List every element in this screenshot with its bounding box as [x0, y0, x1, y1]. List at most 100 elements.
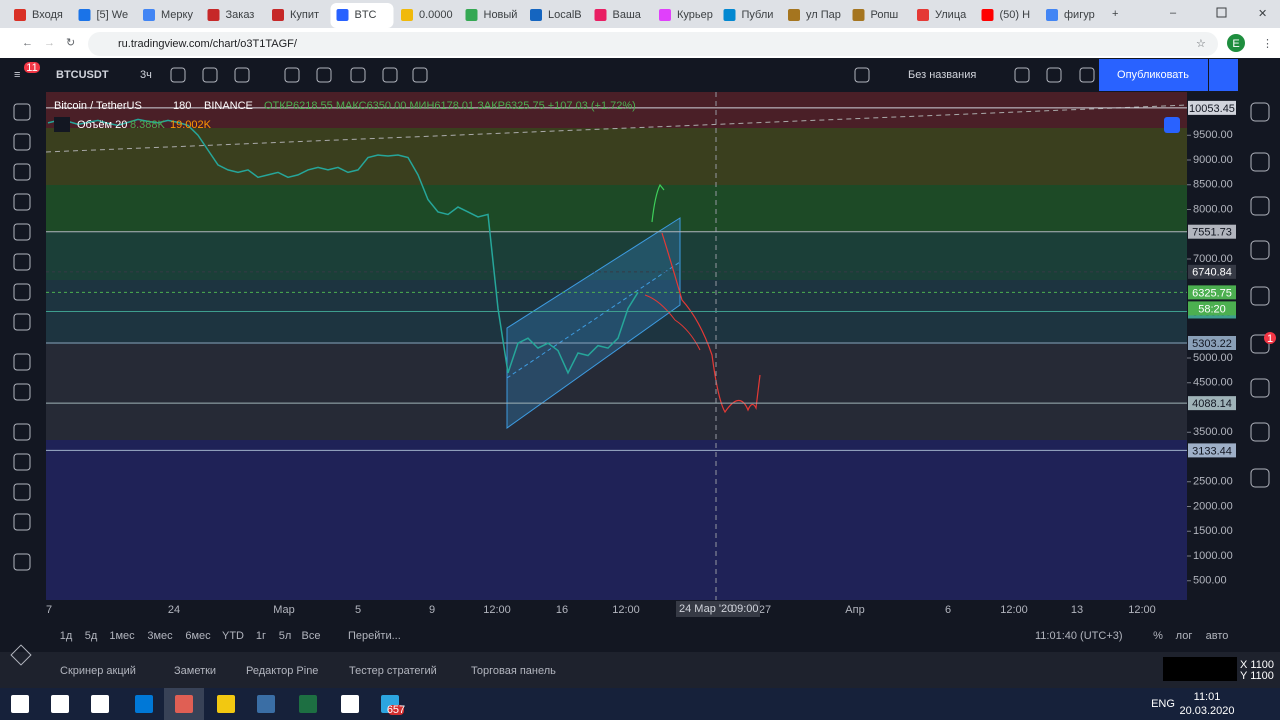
tab-title: Улица — [935, 9, 967, 21]
reload[interactable]: ↻ — [66, 37, 75, 49]
star[interactable]: ☆ — [1196, 38, 1206, 50]
tool-icon[interactable] — [202, 67, 218, 83]
menu-icon[interactable]: ≡ — [14, 69, 20, 81]
menu[interactable]: ⋮ — [1262, 38, 1273, 50]
maximize[interactable] — [1216, 7, 1227, 18]
goto[interactable]: Перейти... — [348, 630, 401, 642]
drawing-tool[interactable] — [13, 193, 31, 211]
drawing-tool[interactable] — [13, 313, 31, 331]
tool-icon[interactable] — [854, 67, 870, 83]
drawing-tool[interactable] — [13, 483, 31, 501]
minimize[interactable]: – — [1170, 7, 1177, 19]
panel-tab[interactable]: Заметки — [174, 665, 216, 677]
side-tool[interactable] — [1250, 378, 1270, 398]
layers-tool[interactable] — [10, 644, 32, 666]
volume-a: 8.388K — [130, 119, 166, 131]
auto[interactable]: авто — [1206, 630, 1229, 642]
side-tool[interactable] — [1250, 152, 1270, 172]
tool-icon[interactable] — [316, 67, 332, 83]
y-tick-label: 9000.00 — [1193, 154, 1233, 166]
interval[interactable]: 3ч — [140, 69, 152, 81]
tool-icon[interactable] — [170, 67, 186, 83]
side-tool[interactable] — [1250, 422, 1270, 442]
x-tick-label: 5 — [355, 604, 361, 616]
drawing-tool[interactable] — [13, 353, 31, 371]
side-tool[interactable] — [1250, 240, 1270, 260]
price-label-bg — [1188, 285, 1236, 300]
drawing-tool[interactable] — [13, 513, 31, 531]
taskbar-app[interactable] — [257, 695, 275, 713]
new-tab[interactable]: + — [1112, 8, 1118, 20]
range-button[interactable]: 1г — [256, 630, 266, 642]
side-tool[interactable] — [1250, 468, 1270, 488]
taskbar-app[interactable] — [175, 695, 193, 713]
tool-icon[interactable] — [382, 67, 398, 83]
range-button[interactable]: 5л — [279, 630, 292, 642]
taskbar-app[interactable] — [51, 695, 69, 713]
range-button[interactable]: 1д — [60, 630, 73, 642]
range-button[interactable]: 3мес — [147, 630, 173, 642]
drawing-tool[interactable] — [13, 553, 31, 571]
tool-icon[interactable] — [350, 67, 366, 83]
drawing-tool[interactable] — [13, 133, 31, 151]
tool-icon[interactable] — [1046, 67, 1062, 83]
profile-avatar[interactable] — [1227, 34, 1245, 52]
tool-icon[interactable] — [1014, 67, 1030, 83]
publish-button[interactable] — [1099, 59, 1208, 91]
forward[interactable]: → — [44, 37, 55, 49]
drawing-tool[interactable] — [13, 423, 31, 441]
range-button[interactable]: 5д — [85, 630, 98, 642]
side-tool[interactable] — [1250, 196, 1270, 216]
drawing-tool[interactable] — [13, 163, 31, 181]
range-button[interactable]: Все — [302, 630, 321, 642]
tab-title: Ваша — [613, 9, 642, 21]
side-tool[interactable] — [1250, 334, 1270, 354]
panel-tab[interactable]: Торговая панель — [471, 665, 556, 677]
tool-icon[interactable] — [284, 67, 300, 83]
panel-tab[interactable]: Тестер стратегий — [349, 665, 437, 677]
price-label-bg — [1188, 335, 1236, 350]
sync-button[interactable] — [1164, 117, 1180, 133]
symbol[interactable]: BTCUSDT — [56, 69, 109, 81]
taskbar-app[interactable] — [341, 695, 359, 713]
taskbar-app[interactable] — [217, 695, 235, 713]
tab-icon — [852, 9, 865, 21]
x-tick-label: 24 — [168, 604, 180, 616]
drawing-tool[interactable] — [13, 223, 31, 241]
side-tool[interactable] — [1250, 102, 1270, 122]
drawing-tool[interactable] — [13, 103, 31, 121]
tool-icon[interactable] — [234, 67, 250, 83]
tool-icon[interactable] — [1079, 67, 1095, 83]
price-label: 7551.73 — [1192, 227, 1232, 239]
price-label: 6740.84 — [1192, 267, 1232, 279]
drawing-tool[interactable] — [13, 453, 31, 471]
collapse[interactable] — [54, 117, 70, 132]
panel-tab[interactable]: Скринер акций — [60, 665, 136, 677]
x-tick-label: 12:00 — [1128, 604, 1156, 616]
x-tick-label: 12:00 — [1000, 604, 1028, 616]
taskbar-app[interactable] — [11, 695, 29, 713]
y-tick-label: 5000.00 — [1193, 352, 1233, 364]
x-tick-label: 13 — [1071, 604, 1083, 616]
percent[interactable]: % — [1153, 630, 1163, 642]
log[interactable]: лог — [1176, 630, 1193, 642]
panel-tab[interactable]: Редактор Pine — [246, 665, 318, 677]
range-button[interactable]: 6мес — [185, 630, 211, 642]
range-button[interactable]: 1мес — [109, 630, 135, 642]
tool-icon[interactable] — [412, 67, 428, 83]
drawing-tool[interactable] — [13, 253, 31, 271]
range-button[interactable]: YTD — [222, 630, 244, 642]
back[interactable]: ← — [22, 37, 33, 49]
drawing-tool[interactable] — [13, 383, 31, 401]
layout-name[interactable]: Без названия — [908, 69, 976, 81]
taskbar-app[interactable] — [299, 695, 317, 713]
taskbar-app[interactable] — [135, 695, 153, 713]
url-field[interactable] — [88, 32, 1218, 56]
play-button[interactable] — [1209, 59, 1238, 91]
drawing-tool[interactable] — [13, 283, 31, 301]
language: ENG — [1151, 698, 1175, 710]
taskbar-app[interactable] — [91, 695, 109, 713]
tab-icon — [78, 9, 91, 21]
side-tool[interactable] — [1250, 286, 1270, 306]
close[interactable]: ✕ — [1258, 8, 1267, 20]
